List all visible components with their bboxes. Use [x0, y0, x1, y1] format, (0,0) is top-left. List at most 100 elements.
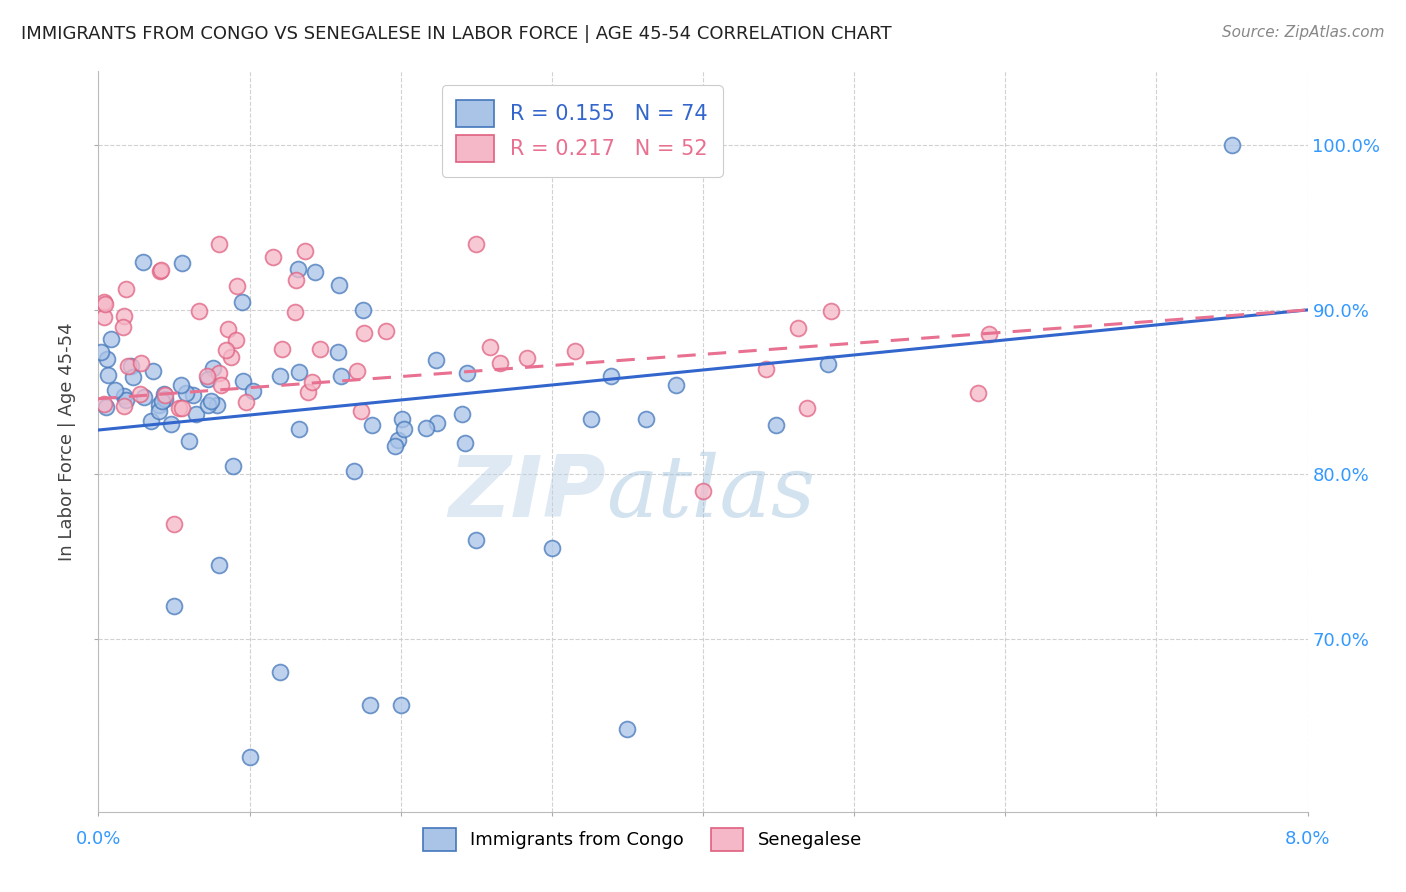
- Point: [232, 374, 254, 388]
- Text: 8.0%: 8.0%: [1285, 830, 1330, 848]
- Point: [197, 398, 219, 412]
- Point: [820, 304, 842, 318]
- Point: [217, 322, 239, 336]
- Point: [142, 363, 165, 377]
- Point: [465, 237, 488, 252]
- Point: [489, 356, 512, 370]
- Point: [134, 390, 156, 404]
- Point: [128, 387, 150, 401]
- Point: [665, 377, 688, 392]
- Point: [426, 416, 449, 430]
- Point: [581, 411, 603, 425]
- Point: [97, 368, 120, 383]
- Point: [231, 295, 253, 310]
- Point: [150, 262, 173, 277]
- Point: [287, 261, 309, 276]
- Point: [636, 412, 658, 426]
- Point: [169, 378, 191, 392]
- Point: [115, 392, 138, 407]
- Point: [796, 401, 818, 415]
- Point: [117, 359, 139, 374]
- Point: [454, 435, 477, 450]
- Point: [328, 277, 350, 292]
- Point: [141, 414, 163, 428]
- Point: [120, 359, 142, 373]
- Point: [269, 665, 291, 679]
- Text: atlas: atlas: [606, 452, 815, 534]
- Point: [90, 345, 112, 359]
- Point: [167, 401, 190, 415]
- Point: [235, 395, 257, 409]
- Point: [540, 541, 562, 556]
- Point: [765, 417, 787, 432]
- Point: [150, 393, 173, 408]
- Point: [93, 397, 115, 411]
- Point: [387, 433, 409, 447]
- Point: [967, 385, 990, 400]
- Point: [456, 366, 478, 380]
- Point: [103, 383, 125, 397]
- Point: [564, 344, 586, 359]
- Point: [153, 388, 176, 402]
- Point: [149, 264, 172, 278]
- Point: [129, 356, 152, 370]
- Point: [346, 364, 368, 378]
- Point: [160, 417, 183, 431]
- Point: [208, 366, 231, 380]
- Point: [197, 372, 219, 386]
- Point: [153, 392, 176, 407]
- Point: [817, 357, 839, 371]
- Point: [200, 393, 222, 408]
- Point: [294, 244, 316, 259]
- Point: [94, 296, 117, 310]
- Point: [360, 417, 382, 432]
- Point: [451, 407, 474, 421]
- Point: [96, 351, 118, 366]
- Point: [181, 388, 204, 402]
- Point: [285, 273, 308, 287]
- Point: [304, 265, 326, 279]
- Point: [352, 302, 374, 317]
- Point: [391, 412, 413, 426]
- Point: [516, 351, 538, 365]
- Point: [187, 303, 209, 318]
- Point: [360, 698, 382, 712]
- Y-axis label: In Labor Force | Age 45-54: In Labor Force | Age 45-54: [58, 322, 76, 561]
- Point: [225, 333, 247, 347]
- Point: [112, 309, 135, 323]
- Point: [184, 407, 207, 421]
- Legend: Immigrants from Congo, Senegalese: Immigrants from Congo, Senegalese: [423, 828, 862, 851]
- Point: [284, 304, 307, 318]
- Point: [163, 516, 186, 531]
- Point: [353, 326, 375, 341]
- Point: [122, 369, 145, 384]
- Point: [148, 399, 170, 413]
- Point: [389, 698, 412, 712]
- Point: [1220, 138, 1243, 153]
- Point: [112, 389, 135, 403]
- Text: IMMIGRANTS FROM CONGO VS SENEGALESE IN LABOR FORCE | AGE 45-54 CORRELATION CHART: IMMIGRANTS FROM CONGO VS SENEGALESE IN L…: [21, 25, 891, 43]
- Point: [309, 343, 332, 357]
- Point: [478, 340, 501, 354]
- Point: [262, 250, 284, 264]
- Point: [209, 377, 232, 392]
- Point: [392, 422, 415, 436]
- Point: [148, 403, 170, 417]
- Point: [219, 350, 242, 364]
- Point: [384, 439, 406, 453]
- Text: Source: ZipAtlas.com: Source: ZipAtlas.com: [1222, 25, 1385, 40]
- Point: [786, 321, 808, 335]
- Point: [215, 343, 238, 358]
- Point: [96, 400, 118, 414]
- Point: [132, 255, 155, 269]
- Point: [174, 386, 197, 401]
- Point: [179, 434, 201, 449]
- Point: [270, 342, 292, 356]
- Point: [287, 422, 309, 436]
- Point: [239, 750, 262, 764]
- Point: [93, 310, 115, 325]
- Point: [328, 344, 350, 359]
- Point: [100, 332, 122, 346]
- Point: [329, 368, 352, 383]
- Point: [755, 361, 778, 376]
